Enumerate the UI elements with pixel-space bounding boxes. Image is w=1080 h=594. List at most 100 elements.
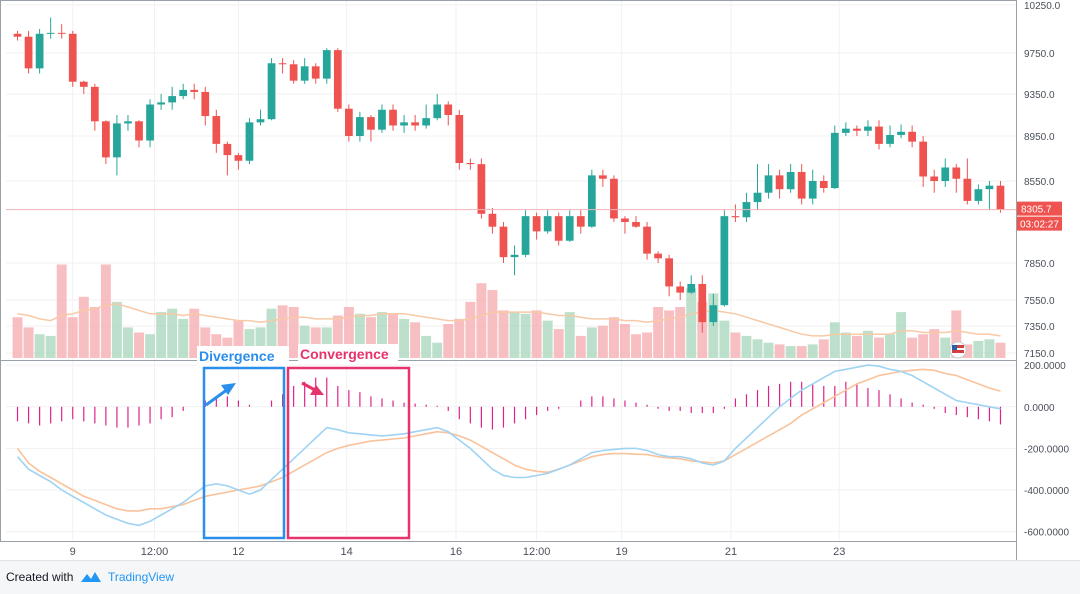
volume-bar bbox=[23, 327, 34, 358]
candle bbox=[808, 169, 817, 205]
candle-body bbox=[974, 189, 983, 201]
candle-body bbox=[930, 176, 939, 181]
volume-bar bbox=[56, 264, 67, 358]
volume-bar bbox=[675, 307, 686, 358]
volume-bar bbox=[399, 318, 410, 358]
candle bbox=[554, 212, 563, 246]
candle-body bbox=[455, 115, 464, 163]
volume-bar bbox=[365, 317, 376, 358]
candle-body bbox=[333, 50, 342, 109]
candle-body bbox=[720, 216, 729, 306]
volume-bar bbox=[520, 313, 531, 358]
volume-bar bbox=[840, 332, 851, 358]
candle-body bbox=[201, 91, 210, 117]
volume-bar bbox=[686, 288, 697, 358]
tradingview-logo-icon[interactable] bbox=[80, 570, 102, 589]
volume-bar bbox=[608, 317, 619, 358]
candle bbox=[113, 115, 121, 176]
candle-body bbox=[797, 172, 806, 199]
candle-body bbox=[168, 96, 177, 103]
volume-bar bbox=[752, 339, 763, 358]
candle bbox=[941, 158, 950, 187]
time-tick-label: 9 bbox=[70, 546, 76, 558]
candle bbox=[753, 164, 762, 211]
volume-bar bbox=[719, 320, 730, 358]
candle-body bbox=[212, 116, 221, 144]
candle-body bbox=[311, 66, 320, 79]
divergence-box bbox=[202, 366, 286, 540]
candle-body bbox=[963, 178, 972, 201]
candle-body bbox=[764, 175, 773, 193]
convergence-box bbox=[286, 366, 411, 540]
volume-bar bbox=[34, 334, 45, 358]
candle-body bbox=[289, 64, 298, 81]
time-tick-label: 23 bbox=[833, 546, 845, 558]
candle-body bbox=[102, 121, 110, 158]
candle bbox=[731, 204, 740, 222]
candle-body bbox=[146, 104, 154, 141]
flag-icon[interactable] bbox=[949, 341, 967, 359]
volume-bar bbox=[299, 325, 310, 358]
divergence-label: Divergence bbox=[199, 348, 275, 364]
macd-tick-label: -400.0000 bbox=[1024, 486, 1069, 497]
candle bbox=[709, 293, 718, 326]
volume-bar bbox=[89, 307, 100, 358]
candle bbox=[853, 125, 861, 136]
volume-bar bbox=[642, 332, 653, 358]
time-tick-label: 12:00 bbox=[141, 546, 169, 558]
candle-body bbox=[676, 286, 685, 293]
volume-bar bbox=[167, 308, 178, 358]
candle bbox=[90, 83, 99, 131]
candle-body bbox=[687, 283, 696, 293]
convergence-label: Convergence bbox=[300, 346, 389, 362]
candle bbox=[256, 109, 265, 126]
candle bbox=[356, 111, 364, 142]
candle bbox=[576, 210, 585, 234]
volume-bar bbox=[653, 307, 664, 358]
candle bbox=[599, 169, 607, 187]
candle bbox=[864, 120, 872, 136]
candle-body bbox=[709, 305, 718, 323]
candle bbox=[201, 86, 210, 126]
candle-body bbox=[46, 32, 55, 34]
macd-tick-label: -600.0000 bbox=[1024, 528, 1069, 539]
countdown-badge bbox=[1017, 216, 1062, 231]
candle-body bbox=[400, 122, 408, 126]
convergence-arrow-head bbox=[310, 385, 324, 395]
candle-body bbox=[477, 164, 486, 214]
volume-bar bbox=[940, 337, 951, 358]
last-price-badge bbox=[1017, 201, 1062, 216]
tradingview-brand-link[interactable]: TradingView bbox=[108, 570, 175, 584]
candle bbox=[24, 30, 33, 74]
volume-bar bbox=[156, 312, 167, 358]
candle bbox=[610, 175, 618, 222]
candle bbox=[278, 58, 287, 74]
volume-bar bbox=[730, 332, 741, 358]
candle bbox=[521, 210, 530, 258]
volume-bar bbox=[951, 310, 962, 358]
volume-bar bbox=[410, 322, 421, 358]
candle-body bbox=[344, 108, 353, 136]
candle bbox=[875, 120, 883, 150]
volume-bar bbox=[564, 312, 575, 358]
candle-body bbox=[223, 143, 232, 156]
candle bbox=[687, 275, 696, 294]
candle bbox=[124, 115, 132, 131]
candle-body bbox=[919, 141, 928, 177]
candle-body bbox=[908, 131, 916, 142]
candle bbox=[13, 30, 22, 41]
candle bbox=[46, 17, 55, 39]
volume-bar bbox=[388, 313, 399, 358]
candle bbox=[102, 120, 110, 165]
candle bbox=[632, 216, 640, 228]
candle bbox=[135, 120, 143, 148]
candle-body bbox=[621, 218, 629, 222]
plot-frame bbox=[0, 0, 1017, 542]
time-tick-label: 14 bbox=[341, 546, 353, 558]
time-tick-label: 12 bbox=[232, 546, 244, 558]
candle-body bbox=[356, 117, 364, 136]
candle-body bbox=[665, 258, 674, 287]
volume-bar bbox=[288, 307, 299, 358]
candle bbox=[223, 141, 232, 176]
volume-bar bbox=[796, 346, 807, 358]
